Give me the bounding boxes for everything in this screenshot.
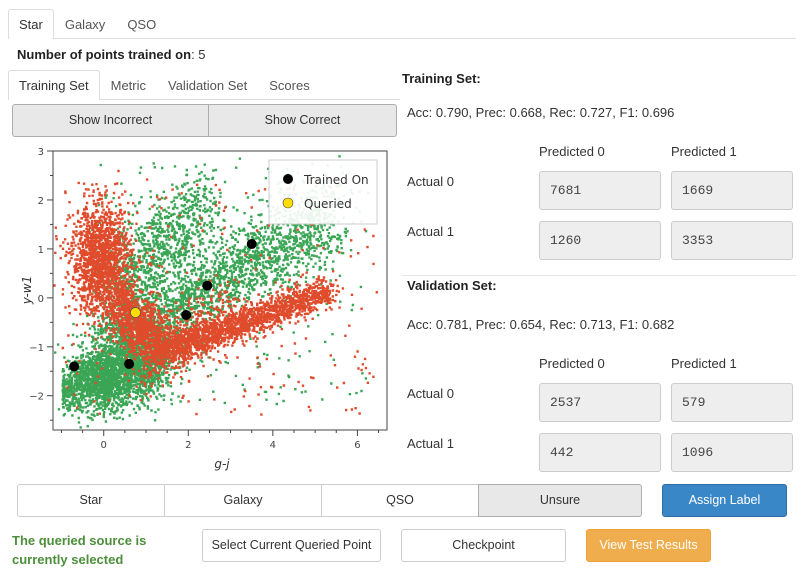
show-correct-button[interactable]: Show Correct [208,104,397,137]
training-set-title: Training Set: [402,71,481,86]
checkpoint-button[interactable]: Checkpoint [401,529,566,562]
incorrect-points-path [53,169,379,416]
points-trained-value: : 5 [191,47,206,62]
trained-points [69,239,257,372]
show-incorrect-button[interactable]: Show Incorrect [12,104,209,137]
validation-pred0-header: Predicted 0 [539,356,605,371]
tab-qso[interactable]: QSO [127,17,157,32]
trained-point-1[interactable] [124,358,135,369]
trained-point-3[interactable] [202,280,213,291]
training-cell-10: 1260 [539,221,661,260]
y-tick-label: 0 [38,294,44,305]
validation-cell-00: 2537 [539,383,661,422]
x-tick-label: 0 [101,440,107,451]
validation-cell-01: 579 [671,383,793,422]
trained-point-0[interactable] [69,361,80,372]
class-tabs: Star Galaxy QSO [8,9,796,39]
x-tick-label: 6 [354,440,360,451]
training-pred0-header: Predicted 0 [539,144,605,159]
training-pred1-header: Predicted 1 [671,144,737,159]
legend-box [268,159,378,225]
training-cell-11: 3353 [671,221,793,260]
tab-galaxy[interactable]: Galaxy [64,17,106,32]
x-axis-ticks: 0 2 4 6 [60,430,380,451]
y-axis-ticks: 3 2 1 0 −1 −2 [29,147,53,421]
x-axis-label: g-j [214,457,230,471]
divider [402,275,796,276]
validation-actual0-label: Actual 0 [407,386,454,401]
legend-queried-marker [282,197,294,209]
tab-validation-set[interactable]: Validation Set [168,78,248,93]
points-trained-label: Number of points trained on [17,47,192,62]
points-trained-text: Number of points trained on: 5 [17,47,206,62]
label-unsure-button[interactable]: Unsure [478,484,642,517]
legend-trained-label: Trained On [303,173,369,187]
plot-frame [52,150,388,431]
incorrect-points [53,169,379,416]
validation-cell-10: 442 [539,433,661,472]
trained-point-4[interactable] [246,239,257,249]
scatter-plot[interactable]: 0 2 4 6 3 2 1 0 −1 −2 g-j y-w1 Trained On Querie… [0,140,400,480]
training-cell-00: 7681 [539,171,661,210]
x-tick-label: 2 [185,440,191,451]
view-test-results-button[interactable]: View Test Results [586,529,711,562]
view-tabs: Training Set Metric Validation Set Score… [8,70,400,100]
x-tick-label: 4 [270,440,276,451]
training-metrics: Acc: 0.790, Prec: 0.668, Rec: 0.727, F1:… [407,105,675,120]
tab-metric[interactable]: Metric [110,78,146,93]
trained-point-2[interactable] [181,309,192,320]
legend: Trained On Queried [268,159,378,225]
validation-metrics: Acc: 0.781, Prec: 0.654, Rec: 0.713, F1:… [407,317,675,332]
training-actual1-label: Actual 1 [407,224,454,239]
tab-training-set[interactable]: Training Set [8,70,100,100]
assign-label-button[interactable]: Assign Label [662,484,787,517]
legend-trained-marker [283,174,293,184]
label-galaxy-button[interactable]: Galaxy [164,484,322,517]
validation-cell-11: 1096 [671,433,793,472]
queried-point-marker[interactable] [130,307,141,318]
validation-pred1-header: Predicted 1 [671,356,737,371]
status-message: The queried source is currently selected [12,533,147,567]
training-cell-01: 1669 [671,171,793,210]
y-tick-label: 1 [38,245,44,256]
validation-actual1-label: Actual 1 [407,436,454,451]
queried-point [130,307,141,318]
y-axis-label: y-w1 [20,276,34,305]
y-tick-label: 3 [38,147,44,158]
training-actual0-label: Actual 0 [407,174,454,189]
y-tick-label: 2 [38,196,44,207]
tab-scores[interactable]: Scores [269,78,310,93]
select-queried-point-button[interactable]: Select Current Queried Point [202,529,381,562]
label-star-button[interactable]: Star [17,484,165,517]
validation-set-title: Validation Set: [407,278,497,293]
y-tick-label: −1 [29,343,44,354]
label-qso-button[interactable]: QSO [321,484,479,517]
legend-queried-label: Queried [304,197,352,211]
tab-star[interactable]: Star [8,9,54,39]
y-tick-label: −2 [29,392,44,403]
